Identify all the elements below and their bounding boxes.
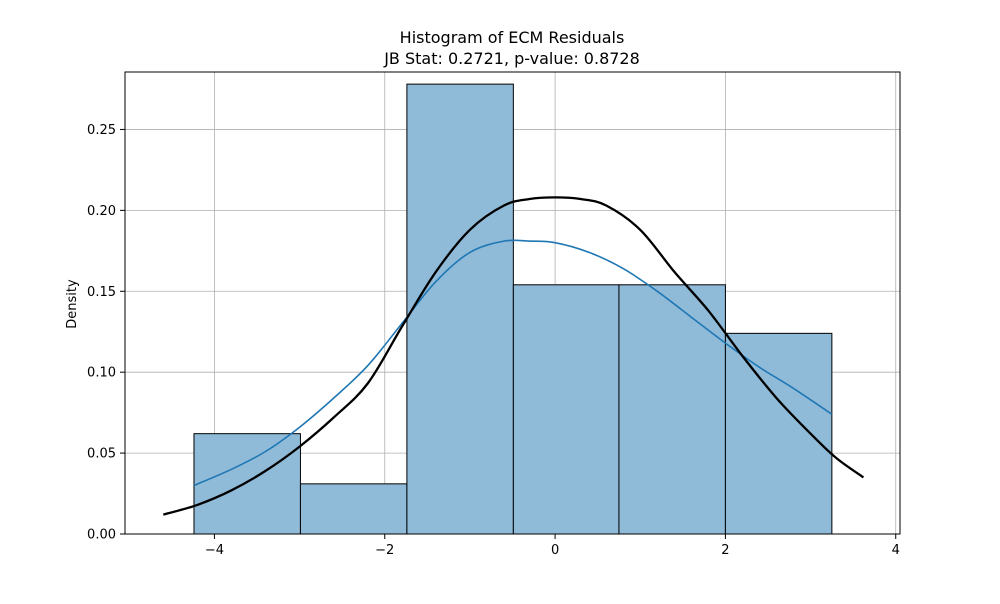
histogram-bar [618,284,726,535]
histogram-bar [406,83,514,535]
y-tick-label: 0.10 [87,366,116,381]
x-tick-label: 2 [721,543,729,558]
histogram-bar [299,483,408,535]
plot-area-frame [124,71,901,535]
y-tick-label: 0.15 [87,285,116,300]
y-tick-label: 0.25 [87,123,116,138]
axis-ticks: −4 −2 0 2 4 0.00 0.05 0.10 0.15 0.20 0.25 [87,123,900,558]
kde-curve [193,239,833,487]
x-tick-label: 0 [551,543,559,558]
y-tick-label: 0.05 [87,447,116,462]
x-tick-label: 4 [892,543,900,558]
x-tick-label: −4 [205,543,224,558]
normal-fit-curve [162,196,865,516]
histogram-bars [193,83,833,535]
histogram-bar [193,433,301,535]
histogram-bar [512,284,620,535]
y-tick-label: 0.20 [87,204,116,219]
chart-subtitle: JB Stat: 0.2721, p-value: 0.8728 [383,49,640,68]
y-axis-label: Density [65,279,80,329]
histogram-bar [724,332,833,535]
x-tick-label: −2 [375,543,394,558]
y-tick-label: 0.00 [87,528,116,543]
chart-title: Histogram of ECM Residuals [400,28,625,47]
density-curves [162,196,865,516]
